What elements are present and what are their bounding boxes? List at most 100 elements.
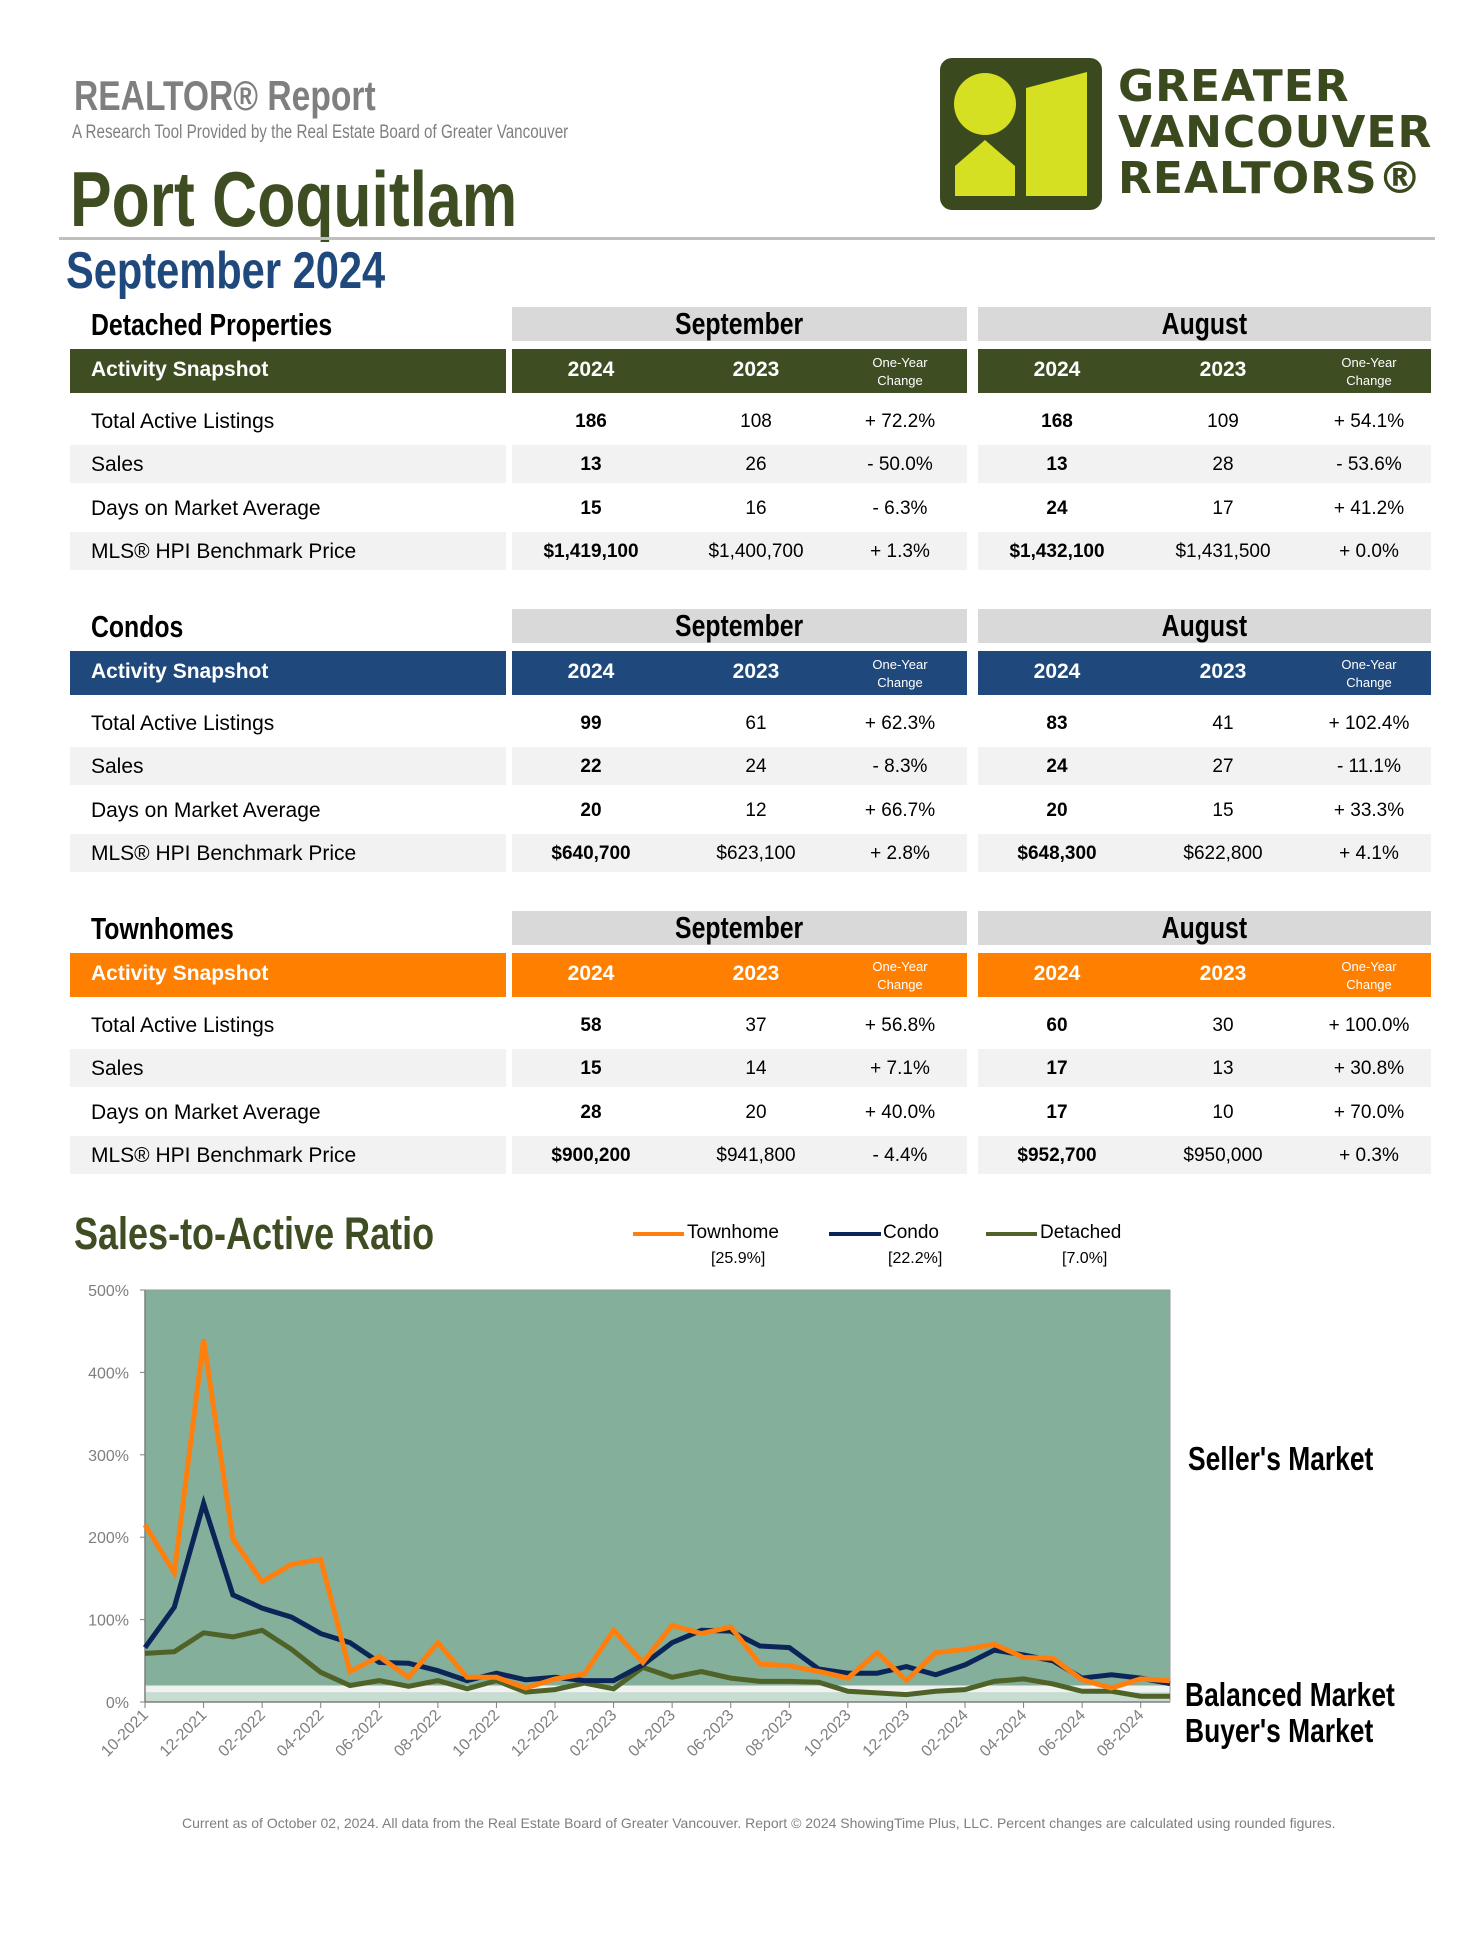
table-cell: - 11.1% <box>1336 756 1402 777</box>
table-row: MLS® HPI Benchmark Price $900,200 $941,800… <box>70 1136 1432 1174</box>
x-tick-label: 08-2024 <box>1094 1707 1148 1761</box>
col-prior-2023: 2023 <box>1199 660 1247 683</box>
table-cell: 15 <box>1212 800 1234 821</box>
table-cell: + 66.7% <box>864 800 936 821</box>
table-cell: + 1.3% <box>870 541 930 562</box>
table-cell: 41 <box>1212 713 1234 734</box>
row-label: Total Active Listings <box>91 410 275 433</box>
row-label: MLS® HPI Benchmark Price <box>91 1144 357 1167</box>
table-cell: $648,300 <box>1017 843 1097 864</box>
table-cell: 14 <box>745 1058 767 1079</box>
zone-label-sellers: Seller's Market <box>1188 1440 1374 1477</box>
row-label: Sales <box>91 453 144 476</box>
x-tick-label: 06-2022 <box>333 1707 387 1761</box>
x-tick-label: 12-2021 <box>157 1707 211 1761</box>
zone-sellers <box>145 1290 1170 1686</box>
series-line-detached <box>144 1627 1170 1699</box>
table-cell: 30 <box>1212 1015 1234 1036</box>
row-label: MLS® HPI Benchmark Price <box>91 540 357 563</box>
snapshot-header: Activity Snapshot <box>70 953 506 997</box>
y-tick-label: 300% <box>88 1448 129 1465</box>
x-tick-label: 04-2024 <box>977 1707 1031 1761</box>
table-cell: 13 <box>580 454 602 475</box>
table-cell: 17 <box>1212 498 1234 519</box>
col-prior-2024: 2024 <box>1033 358 1081 381</box>
section-title: Detached Properties <box>91 307 333 342</box>
col-prior-2024: 2024 <box>1033 962 1081 985</box>
y-tick-label: 200% <box>88 1530 129 1547</box>
table-row: MLS® HPI Benchmark Price $1,419,100 $1,400… <box>70 532 1432 570</box>
table-cell: + 72.2% <box>864 411 936 432</box>
table-cell: 37 <box>745 1015 767 1036</box>
prior-year-header <box>978 953 1431 997</box>
current-year-header <box>512 349 967 393</box>
col-current-change: One-Year Change <box>872 355 928 388</box>
table-row: Total Active Listings 99 61 + 62.3% 83 41 + 10… <box>70 704 1432 742</box>
col-current-2024: 2024 <box>567 962 615 985</box>
legend-detached-swatch <box>986 1232 1037 1236</box>
x-tick-label: 10-2023 <box>801 1707 855 1761</box>
table-cell: + 30.8% <box>1333 1058 1405 1079</box>
table-cell: + 41.2% <box>1333 498 1405 519</box>
zone-label-balanced: Balanced Market <box>1185 1676 1395 1713</box>
table-cell: 99 <box>580 713 602 734</box>
snapshot-header: Activity Snapshot <box>70 651 506 695</box>
report-period: September 2024 <box>66 242 386 300</box>
table-cell: + 62.3% <box>864 713 936 734</box>
x-tick-label: 10-2022 <box>450 1707 504 1761</box>
current-year-header <box>512 651 967 695</box>
table-cell: 108 <box>740 411 772 432</box>
table-cell: $1,419,100 <box>543 541 639 562</box>
table-row: Sales 22 24 - 8.3% 24 27 - 11.1% <box>70 747 1432 785</box>
legend-condo-label: Condo <box>883 1222 939 1243</box>
table-cell: 83 <box>1046 713 1068 734</box>
row-label: Sales <box>91 755 144 778</box>
table-cell: 13 <box>1212 1058 1234 1079</box>
legend-townhome-swatch <box>633 1232 684 1236</box>
col-prior-change: One-Year Change <box>1341 355 1397 388</box>
table-cell: 13 <box>1046 454 1068 475</box>
table-cell: $900,200 <box>551 1145 631 1166</box>
x-tick-label: 08-2023 <box>743 1707 797 1761</box>
x-tick-label: 04-2022 <box>274 1707 328 1761</box>
table-cell: $1,432,100 <box>1009 541 1105 562</box>
legend-condo-swatch <box>829 1232 881 1236</box>
table-cell: $1,431,500 <box>1175 541 1271 562</box>
table-cell: 16 <box>745 498 767 519</box>
table-cell: + 0.0% <box>1339 541 1399 562</box>
table-cell: $952,700 <box>1017 1145 1097 1166</box>
prior-year-header <box>978 349 1431 393</box>
zone-balanced <box>145 1685 1170 1693</box>
table-cell: 27 <box>1212 756 1234 777</box>
col-current-2023: 2023 <box>732 660 780 683</box>
group-header-current: September <box>512 307 967 341</box>
header-divider <box>59 237 1435 240</box>
series-line-townhome <box>142 1339 1171 1691</box>
group-header-current: September <box>512 609 967 643</box>
table-cell: + 70.0% <box>1333 1102 1405 1123</box>
legend-townhome-value: [25.9%] <box>711 1250 766 1267</box>
section-1: Condos September August Activity Snapsho… <box>70 609 1432 909</box>
area-title: Port Coquitlam <box>70 155 518 243</box>
table-cell: + 100.0% <box>1328 1015 1410 1036</box>
table-cell: - 4.4% <box>872 1145 928 1166</box>
x-tick-label: 12-2023 <box>860 1707 914 1761</box>
table-row: Total Active Listings 186 108 + 72.2% 168 109… <box>70 402 1432 440</box>
table-cell: $622,800 <box>1183 843 1263 864</box>
table-cell: 24 <box>1046 756 1068 777</box>
y-tick-label: 100% <box>88 1613 129 1630</box>
table-cell: 17 <box>1046 1058 1068 1079</box>
table-cell: 168 <box>1041 411 1073 432</box>
table-cell: $941,800 <box>716 1145 796 1166</box>
group-header-prior: August <box>978 911 1431 945</box>
table-row: Days on Market Average 20 12 + 66.7% 20 15 + 3… <box>70 791 1432 829</box>
current-year-header <box>512 953 967 997</box>
table-cell: 22 <box>580 756 602 777</box>
table-cell: - 53.6% <box>1336 454 1402 475</box>
x-tick-label: 02-2024 <box>918 1707 972 1761</box>
x-tick-label: 08-2022 <box>391 1707 445 1761</box>
footer-note: Current as of October 02, 2024. All data… <box>182 1815 1336 1831</box>
y-tick-label: 0% <box>106 1695 129 1712</box>
row-label: Days on Market Average <box>91 799 321 822</box>
table-row: Days on Market Average 15 16 - 6.3% 24 17 + 41… <box>70 489 1432 527</box>
